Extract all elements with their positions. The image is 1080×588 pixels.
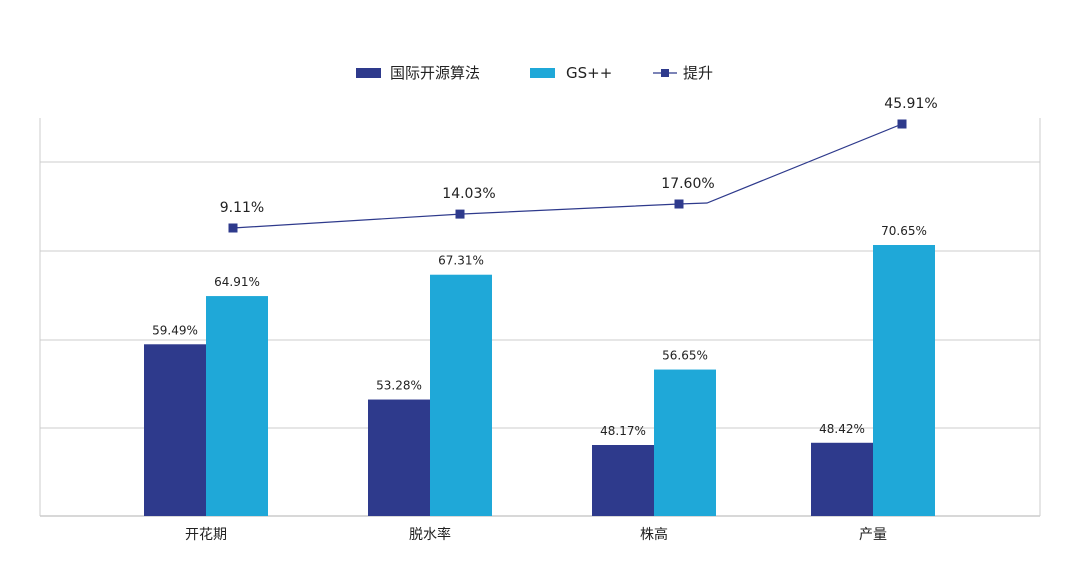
improvement-line — [228, 119, 907, 233]
line-value-label: 17.60% — [661, 176, 714, 192]
bar-baseline-1 — [368, 399, 430, 516]
x-tick-label: 产量 — [859, 527, 887, 543]
line-value-label: 9.11% — [220, 200, 264, 216]
bar-baseline-3 — [811, 442, 873, 516]
bar-gspp-3 — [873, 245, 935, 516]
bar-value-label: 64.91% — [214, 275, 260, 289]
bar-gspp-2 — [654, 369, 716, 516]
bar-value-label: 59.49% — [152, 323, 198, 337]
bar-gspp-0 — [206, 296, 268, 516]
bar-gspp-1 — [430, 274, 492, 516]
bar-value-label: 70.65% — [881, 224, 927, 238]
legend-label-improvement: 提升 — [683, 64, 713, 82]
legend: 国际开源算法 GS++ 提升 — [356, 64, 713, 82]
legend-label-gspp: GS++ — [566, 64, 612, 82]
bar-value-label: 67.31% — [438, 254, 484, 268]
x-tick-label: 脱水率 — [409, 526, 451, 543]
x-tick-label: 株高 — [640, 526, 668, 543]
x-tick-label: 开花期 — [185, 527, 227, 543]
legend-label-baseline: 国际开源算法 — [390, 64, 480, 82]
legend-swatch-gspp — [530, 68, 555, 78]
line-value-label: 14.03% — [442, 186, 495, 202]
legend-swatch-baseline — [356, 68, 381, 78]
bar-baseline-2 — [592, 445, 654, 516]
line-value-label: 45.91% — [884, 96, 937, 112]
bar-value-label: 48.17% — [600, 424, 646, 438]
bar-value-label: 48.42% — [819, 422, 865, 436]
legend-marker-improvement — [661, 69, 669, 77]
data-labels: 59.49% 64.91% 53.28% 67.31% 48.17% 56.65% 48.4… — [152, 96, 938, 438]
line-point — [897, 119, 907, 129]
x-tick-labels: 开花期 脱水率 株高 产量 — [185, 526, 887, 543]
line-point — [228, 223, 238, 233]
improvement-line-path — [232, 123, 903, 229]
bar-baseline-0 — [144, 344, 206, 516]
bar-value-label: 53.28% — [376, 379, 422, 393]
bars — [144, 245, 935, 516]
bar-value-label: 56.65% — [662, 349, 708, 363]
line-point — [674, 199, 684, 209]
line-point — [455, 209, 465, 219]
